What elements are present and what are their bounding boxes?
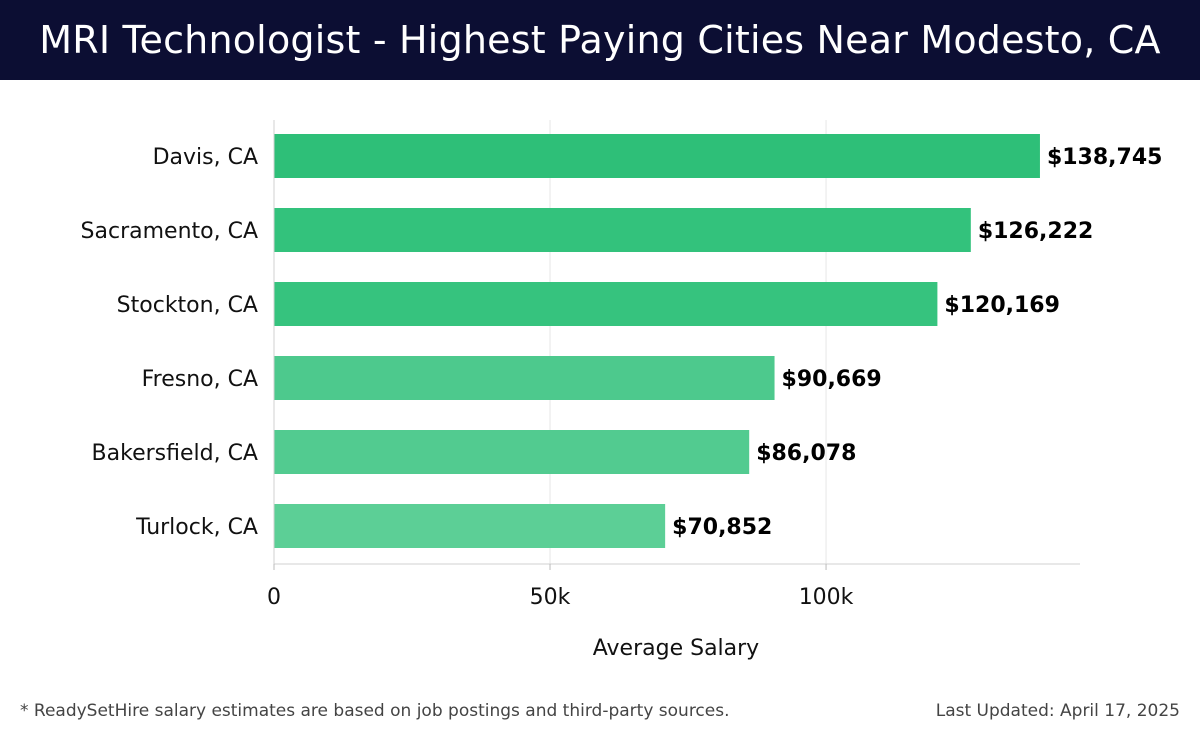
value-label: $86,078	[756, 441, 856, 466]
category-label: Turlock, CA	[135, 515, 258, 540]
bars	[274, 134, 1040, 548]
value-label: $70,852	[672, 515, 772, 540]
x-tick-label: 100k	[799, 585, 854, 610]
footer-note: * ReadySetHire salary estimates are base…	[20, 701, 730, 721]
labels: Davis, CA $138,745 Sacramento, CA $126,222 S…	[81, 145, 1163, 540]
category-label: Fresno, CA	[142, 367, 258, 392]
chart-header: MRI Technologist - Highest Paying Cities…	[0, 0, 1200, 80]
value-label: $120,169	[944, 293, 1060, 318]
bar	[274, 430, 750, 474]
bar	[274, 134, 1040, 178]
bar	[274, 282, 938, 326]
bar	[274, 504, 666, 548]
value-label: $90,669	[782, 367, 882, 392]
x-tick-label: 50k	[530, 585, 571, 610]
value-label: $126,222	[978, 219, 1094, 244]
grid-lines	[549, 120, 827, 564]
bar	[274, 356, 775, 400]
category-label: Davis, CA	[153, 145, 258, 170]
category-label: Bakersfield, CA	[92, 441, 258, 466]
x-tick-label: 0	[267, 585, 281, 610]
x-axis-title: Average Salary	[593, 636, 759, 661]
value-label: $138,745	[1047, 145, 1163, 170]
bar-chart: 0 50k 100k Davis, CA $138,745 Sacramento, CA…	[81, 120, 1163, 661]
axes: 0 50k 100k	[267, 120, 1080, 610]
chart-title: MRI Technologist - Highest Paying Cities…	[39, 18, 1161, 62]
last-updated: Last Updated: April 17, 2025	[935, 701, 1180, 721]
category-label: Stockton, CA	[117, 293, 258, 318]
category-label: Sacramento, CA	[81, 219, 258, 244]
bar	[274, 208, 971, 252]
